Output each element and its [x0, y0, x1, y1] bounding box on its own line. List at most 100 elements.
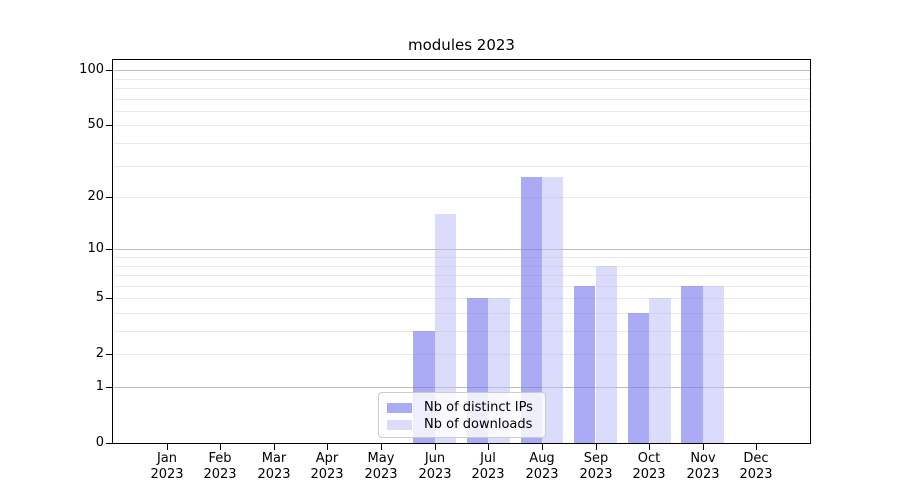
x-tick-year: 2023: [739, 467, 773, 482]
gridline-minor: [113, 265, 810, 267]
x-tick-year: 2023: [579, 467, 613, 482]
y-tick-label: 5: [95, 290, 104, 305]
bar-nov-downloads: [702, 285, 725, 443]
x-tick-month: Oct: [637, 451, 661, 466]
chart-title: modules 2023: [408, 36, 515, 54]
bar-oct-ips: [627, 313, 650, 443]
legend: Nb of distinct IPs Nb of downloads: [378, 392, 546, 438]
gridline-minor: [113, 165, 810, 167]
x-tick-label: Jul 2023: [460, 451, 516, 483]
y-tick: [106, 298, 112, 299]
x-tick: [220, 444, 221, 450]
x-tick: [756, 444, 757, 450]
gridline-minor: [113, 275, 810, 276]
x-tick-label: Dec 2023: [728, 451, 784, 483]
gridline-minor: [113, 257, 810, 258]
gridline-minor: [113, 331, 810, 332]
y-tick-label: 1: [95, 379, 104, 394]
y-tick: [106, 387, 112, 388]
x-tick-year: 2023: [203, 467, 237, 482]
y-tick: [106, 197, 112, 198]
x-tick-year: 2023: [686, 467, 720, 482]
x-tick: [327, 444, 328, 450]
x-tick-month: Jan: [156, 451, 178, 466]
x-tick-month: Aug: [529, 451, 555, 466]
y-tick-label: 0: [95, 435, 104, 450]
x-tick-year: 2023: [525, 467, 559, 482]
x-tick-year: 2023: [418, 467, 452, 482]
x-tick-year: 2023: [150, 467, 184, 482]
gridline-minor: [113, 110, 810, 112]
x-tick-year: 2023: [632, 467, 666, 482]
x-tick: [649, 444, 650, 450]
legend-item-distinct-ips: Nb of distinct IPs: [387, 399, 537, 416]
gridline-major: [113, 249, 810, 251]
bar-aug-ips: [520, 176, 542, 443]
gridline-minor: [113, 313, 810, 314]
x-tick-label: Mar 2023: [246, 451, 302, 483]
x-tick-month: Nov: [690, 451, 716, 466]
x-tick-label: Oct 2023: [621, 451, 677, 483]
gridline-major: [113, 387, 810, 388]
y-tick-label: 100: [79, 62, 104, 77]
x-tick-month: Dec: [743, 451, 769, 466]
y-tick: [106, 354, 112, 355]
x-tick-label: Jan 2023: [139, 451, 195, 483]
gridline-minor: [113, 78, 810, 80]
y-tick: [106, 443, 112, 444]
y-tick-label: 50: [87, 117, 104, 132]
gridline-minor: [113, 125, 810, 127]
gridline-minor: [113, 143, 810, 144]
x-tick-month: Feb: [208, 451, 232, 466]
x-tick-year: 2023: [310, 467, 344, 482]
y-tick-label: 2: [95, 346, 104, 361]
x-tick: [381, 444, 382, 450]
x-tick-year: 2023: [257, 467, 291, 482]
x-tick-label: Nov 2023: [675, 451, 731, 483]
x-tick-month: Sep: [583, 451, 609, 466]
x-tick-year: 2023: [364, 467, 398, 482]
x-tick: [435, 444, 436, 450]
bar-sep-ips: [574, 285, 596, 443]
gridline-minor: [113, 98, 810, 100]
x-tick: [542, 444, 543, 450]
x-tick-year: 2023: [471, 467, 505, 482]
y-tick: [106, 125, 112, 126]
x-tick-label: May 2023: [353, 451, 409, 483]
legend-label-distinct-ips: Nb of distinct IPs: [424, 400, 533, 415]
x-tick-month: Mar: [261, 451, 287, 466]
gridline-major: [113, 70, 810, 72]
x-tick-label: Sep 2023: [568, 451, 624, 483]
x-tick-label: Jun 2023: [407, 451, 463, 483]
x-tick-month: Apr: [315, 451, 339, 466]
plot-area: [112, 59, 811, 444]
y-tick: [106, 70, 112, 71]
x-tick-label: Aug 2023: [514, 451, 570, 483]
gridline-minor: [113, 88, 810, 89]
x-tick-month: Jun: [424, 451, 446, 466]
y-tick-label: 20: [87, 189, 104, 204]
x-tick: [596, 444, 597, 450]
bar-jun-downloads: [434, 214, 457, 443]
gridline-minor: [113, 298, 810, 300]
gridline-minor: [113, 197, 810, 199]
x-tick-label: Feb 2023: [192, 451, 248, 483]
x-tick: [274, 444, 275, 450]
bar-oct-downloads: [649, 298, 671, 443]
bar-nov-ips: [681, 285, 703, 443]
x-tick: [703, 444, 704, 450]
legend-swatch-downloads: [387, 419, 412, 430]
x-tick-month: May: [367, 451, 395, 466]
legend-swatch-distinct-ips: [387, 402, 412, 413]
y-tick-label: 10: [87, 241, 104, 256]
x-tick: [488, 444, 489, 450]
x-tick-month: Jul: [480, 451, 496, 466]
gridline-minor: [113, 285, 810, 287]
legend-item-downloads: Nb of downloads: [387, 416, 537, 433]
bar-sep-downloads: [595, 265, 617, 443]
y-tick: [106, 249, 112, 250]
gridline-minor: [113, 354, 810, 356]
x-tick-label: Apr 2023: [299, 451, 355, 483]
x-tick: [167, 444, 168, 450]
